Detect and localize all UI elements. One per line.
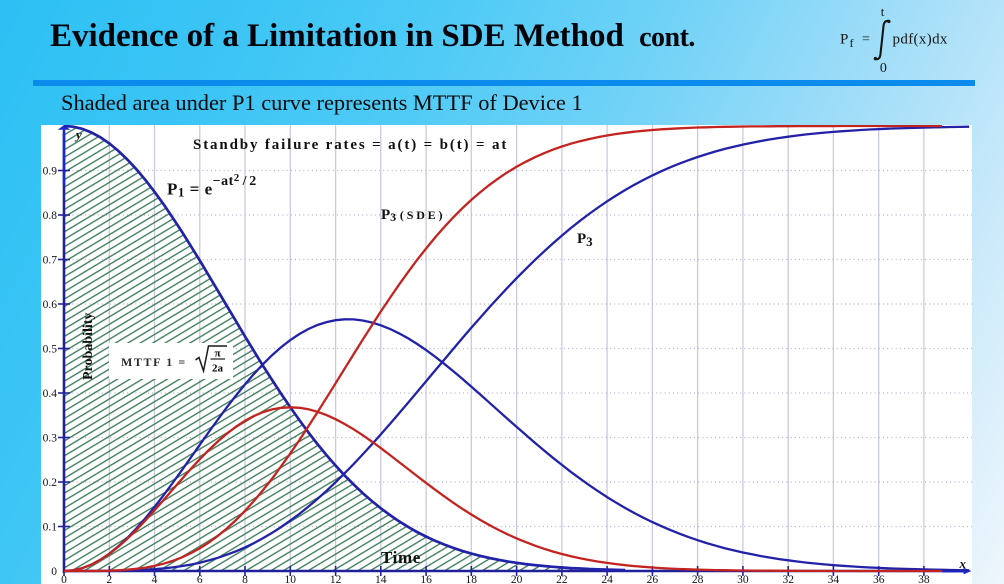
svg-text:2: 2: [106, 574, 112, 584]
svg-text:0.1: 0.1: [43, 522, 58, 534]
svg-text:28: 28: [692, 574, 704, 584]
svg-text:4: 4: [152, 574, 158, 584]
svg-text:20: 20: [511, 574, 523, 584]
svg-text:π: π: [214, 348, 220, 360]
svg-text:f: f: [850, 36, 854, 50]
svg-text:0.8: 0.8: [43, 210, 58, 222]
svg-text:P: P: [840, 32, 848, 48]
svg-text:0.6: 0.6: [43, 299, 58, 311]
svg-text:0: 0: [880, 61, 887, 76]
svg-text:16: 16: [420, 574, 432, 584]
svg-text:0.3: 0.3: [43, 433, 58, 445]
svg-text:0.9: 0.9: [43, 166, 58, 178]
svg-text:14: 14: [375, 574, 387, 584]
svg-text:32: 32: [782, 574, 794, 584]
svg-text:18: 18: [466, 574, 478, 584]
svg-text:pdf(x)dx: pdf(x)dx: [893, 32, 948, 48]
svg-text:0: 0: [61, 574, 67, 584]
svg-text:36: 36: [873, 574, 885, 584]
svg-text:34: 34: [828, 574, 840, 584]
svg-text:24: 24: [601, 574, 613, 584]
svg-text:6: 6: [197, 574, 203, 584]
svg-text:26: 26: [647, 574, 659, 584]
svg-text:12: 12: [330, 574, 342, 584]
svg-text:30: 30: [737, 574, 749, 584]
svg-text:0.5: 0.5: [43, 344, 58, 356]
svg-text:8: 8: [242, 574, 248, 584]
svg-text:=: =: [862, 32, 870, 47]
svg-text:0: 0: [51, 566, 57, 578]
svg-text:22: 22: [556, 574, 568, 584]
svg-text:0.4: 0.4: [43, 388, 58, 400]
svg-text:0.7: 0.7: [43, 255, 58, 267]
svg-text:10: 10: [285, 574, 297, 584]
svg-text:t: t: [881, 4, 885, 19]
svg-text:2a: 2a: [212, 363, 224, 375]
svg-text:0.2: 0.2: [43, 477, 58, 489]
svg-text:38: 38: [918, 574, 930, 584]
